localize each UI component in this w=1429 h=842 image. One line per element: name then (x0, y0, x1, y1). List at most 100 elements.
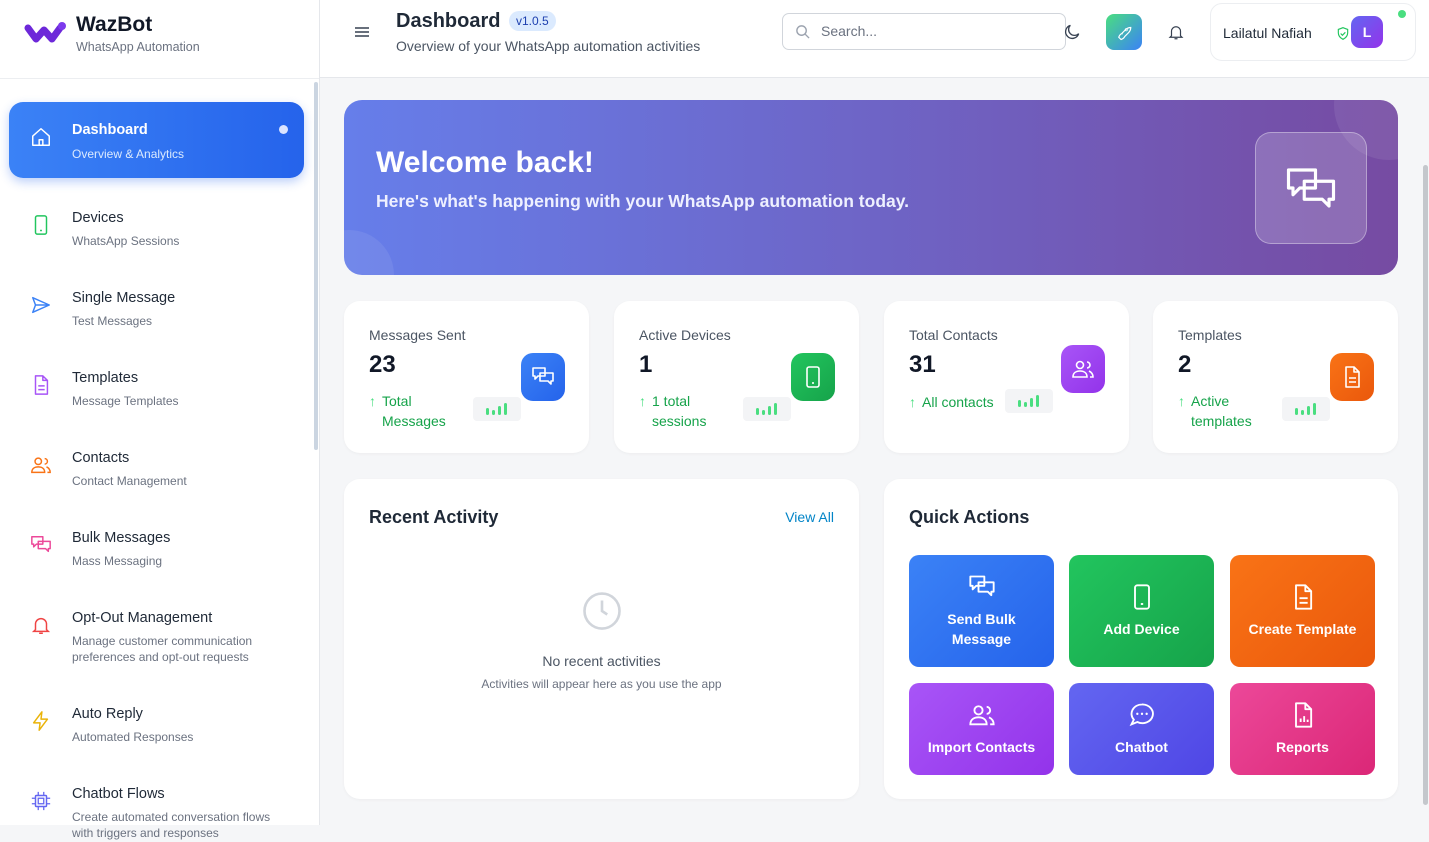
mini-chart-icon (473, 397, 521, 421)
home-icon (32, 128, 50, 146)
stat-trend: ↑ Active templates (1178, 391, 1275, 431)
sidebar-item-auto-reply[interactable]: Auto Reply Automated Responses (9, 686, 304, 762)
theme-toggle-button[interactable] (1054, 14, 1090, 50)
active-indicator (279, 125, 288, 134)
brand-subtitle: WhatsApp Automation (76, 40, 200, 54)
sidebar-item-single-message[interactable]: Single Message Test Messages (9, 270, 304, 346)
stat-card-templates: Templates 2 ↑ Active templates (1153, 301, 1398, 453)
stat-trend-text: All contacts (922, 394, 994, 410)
arrow-up-icon: ↑ (369, 393, 376, 409)
banner-illustration (1255, 132, 1367, 244)
search-input[interactable] (821, 23, 1051, 39)
sidebar-item-title: Chatbot Flows (72, 786, 165, 802)
message-circle-icon (1129, 703, 1154, 727)
welcome-banner: Welcome back! Here's what's happening wi… (344, 100, 1398, 275)
stat-icon-badge (791, 353, 835, 401)
mini-chart-icon (1282, 397, 1330, 421)
recent-activity-title: Recent Activity (369, 507, 499, 527)
quick-action-send-bulk-message[interactable]: Send Bulk Message (909, 555, 1054, 667)
welcome-subtitle: Here's what's happening with your WhatsA… (376, 191, 910, 211)
stat-trend-text: Active templates (1191, 393, 1252, 429)
quick-actions-card: Quick Actions Send Bulk Message Add Devi… (884, 479, 1398, 799)
stat-label: Messages Sent (369, 327, 466, 343)
stat-trend: ↑ Total Messages (369, 391, 466, 431)
avatar[interactable]: L (1351, 16, 1383, 48)
brand: WazBot WhatsApp Automation (0, 0, 319, 79)
file-text-icon (1294, 584, 1312, 610)
stat-trend: ↑ All contacts (909, 392, 994, 412)
user-menu[interactable]: Lailatul Nafiah L (1210, 3, 1416, 61)
page-title: Dashboard (396, 10, 501, 32)
sidebar-item-title: Opt-Out Management (72, 610, 213, 626)
bell-icon (31, 617, 51, 634)
sidebar-item-subtitle: Message Templates (72, 394, 179, 408)
stat-value: 2 (1178, 351, 1192, 378)
empty-state-subtitle: Activities will appear here as you use t… (481, 677, 722, 691)
report-icon (1294, 702, 1312, 728)
stat-icon-badge (521, 353, 565, 401)
quick-action-chatbot[interactable]: Chatbot (1069, 683, 1214, 775)
send-icon (32, 296, 50, 314)
bell-icon (1168, 26, 1184, 40)
page-subtitle: Overview of your WhatsApp automation act… (396, 38, 701, 54)
file-text-icon (1345, 366, 1360, 388)
recent-activity-card: Recent Activity View All No recent activ… (344, 479, 859, 799)
arrow-up-icon: ↑ (639, 393, 646, 409)
stat-trend-text: Total Messages (382, 393, 446, 429)
smartphone-icon (34, 215, 48, 235)
user-name: Lailatul Nafiah (1223, 25, 1312, 41)
stat-value: 23 (369, 351, 396, 378)
sidebar-item-subtitle: Create automated conversation flows with… (72, 810, 271, 840)
sidebar-item-subtitle: WhatsApp Sessions (72, 234, 180, 248)
messages-icon (532, 367, 554, 385)
sidebar-item-subtitle: Test Messages (72, 314, 153, 328)
stat-trend: ↑ 1 total sessions (639, 391, 736, 431)
smartphone-icon (806, 366, 820, 388)
stat-card-total-contacts: Total Contacts 31 ↑ All contacts (884, 301, 1129, 453)
zap-icon (32, 711, 49, 731)
moon-icon (1064, 24, 1080, 40)
notifications-button[interactable] (1158, 14, 1194, 50)
search-box (782, 13, 1066, 50)
sidebar-item-dashboard[interactable]: Dashboard Overview & Analytics (9, 102, 304, 178)
view-all-link[interactable]: View All (785, 509, 834, 525)
sidebar-item-bulk-messages[interactable]: Bulk Messages Mass Messaging (9, 510, 304, 586)
quick-action-create-template[interactable]: Create Template (1230, 555, 1375, 667)
stat-card-messages-sent: Messages Sent 23 ↑ Total Messages (344, 301, 589, 453)
quick-action-label: Chatbot (1115, 739, 1168, 755)
online-status-dot (1398, 10, 1406, 18)
header: Dashboard v1.0.5 Overview of your WhatsA… (320, 0, 1429, 78)
main-scrollbar[interactable] (1423, 165, 1428, 805)
quick-action-reports[interactable]: Reports (1230, 683, 1375, 775)
wazbot-logo-icon (24, 22, 66, 43)
cpu-icon (31, 791, 51, 811)
clock-icon (583, 592, 621, 630)
sidebar-item-title: Devices (72, 210, 124, 226)
sidebar-item-opt-out-management[interactable]: Opt-Out Management Manage customer commu… (9, 590, 304, 666)
sidebar-item-contacts[interactable]: Contacts Contact Management (9, 430, 304, 506)
sidebar-item-chatbot-flows[interactable]: Chatbot Flows Create automated conversat… (9, 766, 304, 842)
stat-icon-badge (1061, 345, 1105, 393)
sidebar-item-title: Dashboard (72, 122, 148, 138)
shield-check-icon (1337, 27, 1349, 40)
quick-action-import-contacts[interactable]: Import Contacts (909, 683, 1054, 775)
quick-actions-title: Quick Actions (909, 507, 1030, 527)
messages-icon (968, 575, 995, 597)
sidebar-item-devices[interactable]: Devices WhatsApp Sessions (9, 190, 304, 266)
sidebar-item-title: Auto Reply (72, 706, 143, 722)
rocket-icon (1118, 26, 1132, 41)
sidebar-item-title: Templates (72, 370, 139, 386)
sidebar: WazBot WhatsApp Automation Dashboard Ove… (0, 0, 320, 840)
sidebar-scrollbar[interactable] (314, 82, 318, 450)
stat-card-active-devices: Active Devices 1 ↑ 1 total sessions (614, 301, 859, 453)
sidebar-item-templates[interactable]: Templates Message Templates (9, 350, 304, 426)
stat-label: Templates (1178, 327, 1242, 343)
menu-icon[interactable] (354, 24, 370, 40)
quick-action-label: Reports (1276, 739, 1329, 755)
stat-value: 31 (909, 351, 936, 378)
users-icon (1072, 360, 1094, 378)
rocket-button[interactable] (1106, 14, 1142, 50)
quick-action-add-device[interactable]: Add Device (1069, 555, 1214, 667)
sidebar-item-title: Single Message (72, 290, 176, 306)
mini-chart-icon (1005, 389, 1053, 413)
